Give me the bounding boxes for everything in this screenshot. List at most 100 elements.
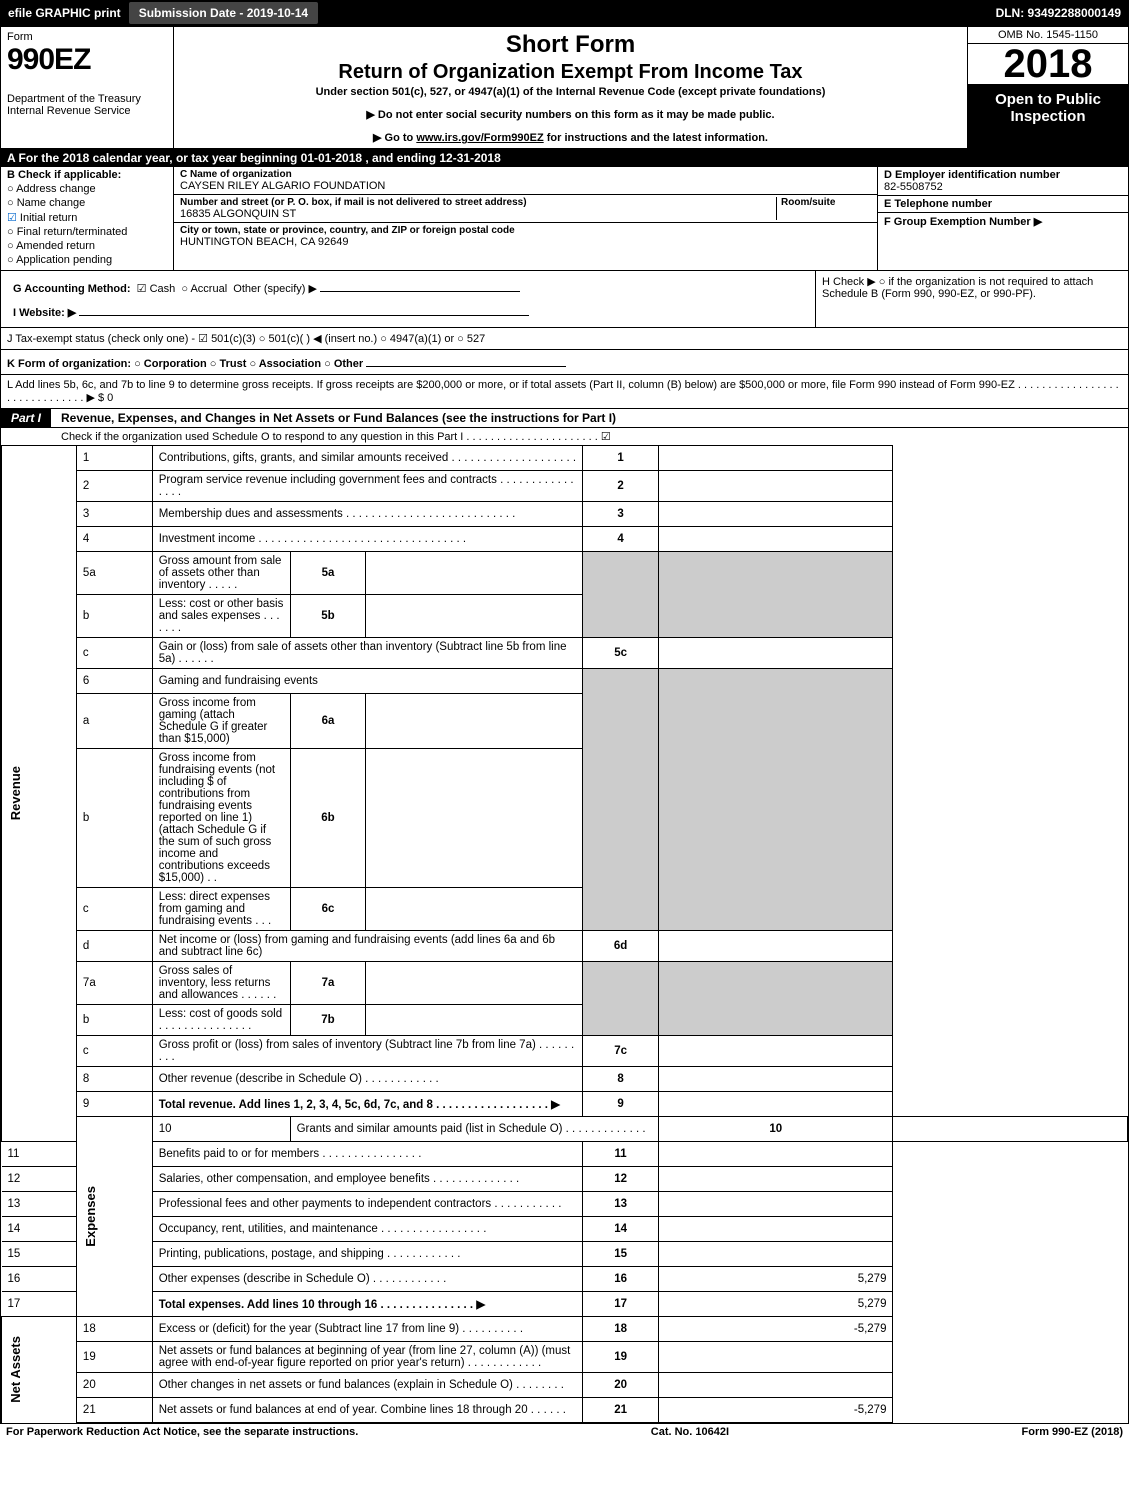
line-6d-desc: Net income or (loss) from gaming and fun… (152, 931, 582, 962)
line-5b-desc: Less: cost or other basis and sales expe… (152, 595, 290, 638)
row-h: H Check ▶ ○ if the organization is not r… (815, 271, 1128, 327)
line-5a-no: 5a (76, 552, 152, 595)
line-14-no: 14 (2, 1217, 77, 1242)
form-header: Form 990EZ Department of the Treasury In… (1, 27, 1128, 149)
line-4-no: 4 (76, 527, 152, 552)
line-7a-sn: 7a (290, 962, 366, 1005)
line-5c-tn: 5c (583, 638, 659, 669)
line-21-desc: Net assets or fund balances at end of ye… (152, 1398, 582, 1423)
line-21-tn: 21 (583, 1398, 659, 1423)
line-1-desc: Contributions, gifts, grants, and simila… (152, 446, 582, 471)
header-right: OMB No. 1545-1150 2018 Open to Public In… (967, 27, 1128, 148)
line-16-val: 5,279 (659, 1267, 893, 1292)
line-3-tn: 3 (583, 502, 659, 527)
line-9-val (659, 1092, 893, 1117)
line-9-no: 9 (76, 1092, 152, 1117)
line-5a-sv (366, 552, 583, 595)
line-5c-desc: Gain or (loss) from sale of assets other… (152, 638, 582, 669)
line-8-no: 8 (76, 1067, 152, 1092)
line-3-val (659, 502, 893, 527)
row-j: J Tax-exempt status (check only one) - ☑… (1, 327, 1128, 349)
line-6c-sn: 6c (290, 888, 366, 931)
instruction-1: ▶ Do not enter social security numbers o… (180, 108, 961, 121)
box-de: D Employer identification number 82-5508… (877, 167, 1128, 270)
line-5b-no: b (76, 595, 152, 638)
accounting-cash: Cash (150, 283, 176, 295)
accounting-label: G Accounting Method: (13, 283, 131, 295)
line-20-no: 20 (76, 1373, 152, 1398)
line-6d-val (659, 931, 893, 962)
street-value: 16835 ALGONQUIN ST (180, 208, 776, 220)
dln-label: DLN: 93492288000149 (988, 6, 1129, 20)
cb-amended-return: Amended return (7, 240, 167, 252)
line-7a-no: 7a (76, 962, 152, 1005)
line-6a-desc: Gross income from gaming (attach Schedul… (152, 694, 290, 749)
form-subtitle: Under section 501(c), 527, or 4947(a)(1)… (180, 86, 961, 98)
line-7b-desc: Less: cost of goods sold . . . . . . . .… (152, 1005, 290, 1036)
telephone-label: E Telephone number (884, 198, 1122, 210)
calendar-year-row: A For the 2018 calendar year, or tax yea… (1, 149, 1128, 167)
part-1-title: Revenue, Expenses, and Changes in Net As… (51, 411, 1128, 425)
line-19-tn: 19 (583, 1342, 659, 1373)
footer: For Paperwork Reduction Act Notice, see … (0, 1424, 1129, 1440)
department-label: Department of the Treasury Internal Reve… (7, 93, 167, 117)
instr2-post: for instructions and the latest informat… (544, 132, 768, 144)
footer-right: Form 990-EZ (2018) (1022, 1426, 1123, 1438)
line-10-no: 10 (152, 1117, 290, 1142)
line-5b-sv (366, 595, 583, 638)
line-13-no: 13 (2, 1192, 77, 1217)
section-revenue: Revenue (8, 766, 23, 820)
line-7b-sn: 7b (290, 1005, 366, 1036)
line-6b-sn: 6b (290, 749, 366, 888)
top-bar: efile GRAPHIC print Submission Date - 20… (0, 0, 1129, 26)
line-13-tn: 13 (583, 1192, 659, 1217)
line-15-val (659, 1242, 893, 1267)
line-16-tn: 16 (583, 1267, 659, 1292)
line-4-val (659, 527, 893, 552)
footer-left: For Paperwork Reduction Act Notice, see … (6, 1426, 358, 1438)
line-6-desc: Gaming and fundraising events (152, 669, 582, 694)
header-center: Short Form Return of Organization Exempt… (174, 27, 967, 148)
line-14-desc: Occupancy, rent, utilities, and maintena… (152, 1217, 582, 1242)
line-20-desc: Other changes in net assets or fund bala… (152, 1373, 582, 1398)
line-4-tn: 4 (583, 527, 659, 552)
short-form-title: Short Form (180, 31, 961, 59)
line-12-val (659, 1167, 893, 1192)
line-17-val: 5,279 (659, 1292, 893, 1317)
line-18-desc: Excess or (deficit) for the year (Subtra… (152, 1317, 582, 1342)
line-9-tn: 9 (583, 1092, 659, 1117)
header-left: Form 990EZ Department of the Treasury In… (1, 27, 174, 148)
irs-link[interactable]: www.irs.gov/Form990EZ (416, 132, 543, 144)
org-name-label: C Name of organization (180, 169, 871, 180)
line-2-desc: Program service revenue including govern… (152, 471, 582, 502)
line-18-no: 18 (76, 1317, 152, 1342)
line-16-desc: Other expenses (describe in Schedule O) … (152, 1267, 582, 1292)
line-11-desc: Benefits paid to or for members . . . . … (152, 1142, 582, 1167)
line-14-tn: 14 (583, 1217, 659, 1242)
line-18-val: -5,279 (659, 1317, 893, 1342)
line-15-desc: Printing, publications, postage, and shi… (152, 1242, 582, 1267)
line-5a-sn: 5a (290, 552, 366, 595)
line-8-tn: 8 (583, 1067, 659, 1092)
instruction-2: ▶ Go to www.irs.gov/Form990EZ for instru… (180, 131, 961, 144)
line-15-tn: 15 (583, 1242, 659, 1267)
cb-name-change: Name change (7, 197, 167, 209)
line-6a-no: a (76, 694, 152, 749)
info-row: B Check if applicable: Address change Na… (1, 167, 1128, 271)
line-16-no: 16 (2, 1267, 77, 1292)
instr2-pre: ▶ Go to (373, 132, 416, 144)
line-8-val (659, 1067, 893, 1092)
line-7c-no: c (76, 1036, 152, 1067)
city-label: City or town, state or province, country… (180, 225, 871, 236)
accounting-other: Other (specify) ▶ (233, 283, 317, 295)
section-expenses: Expenses (83, 1186, 98, 1247)
line-12-desc: Salaries, other compensation, and employ… (152, 1167, 582, 1192)
submission-date: Submission Date - 2019-10-14 (129, 2, 318, 24)
line-6b-no: b (76, 749, 152, 888)
box-c: C Name of organization CAYSEN RILEY ALGA… (174, 167, 877, 270)
line-11-tn: 11 (583, 1142, 659, 1167)
street-label: Number and street (or P. O. box, if mail… (180, 197, 776, 208)
line-15-no: 15 (2, 1242, 77, 1267)
row-gh: G Accounting Method: ☑ Cash ○ Accrual Ot… (1, 271, 1128, 327)
line-9-desc: Total revenue. Add lines 1, 2, 3, 4, 5c,… (152, 1092, 582, 1117)
